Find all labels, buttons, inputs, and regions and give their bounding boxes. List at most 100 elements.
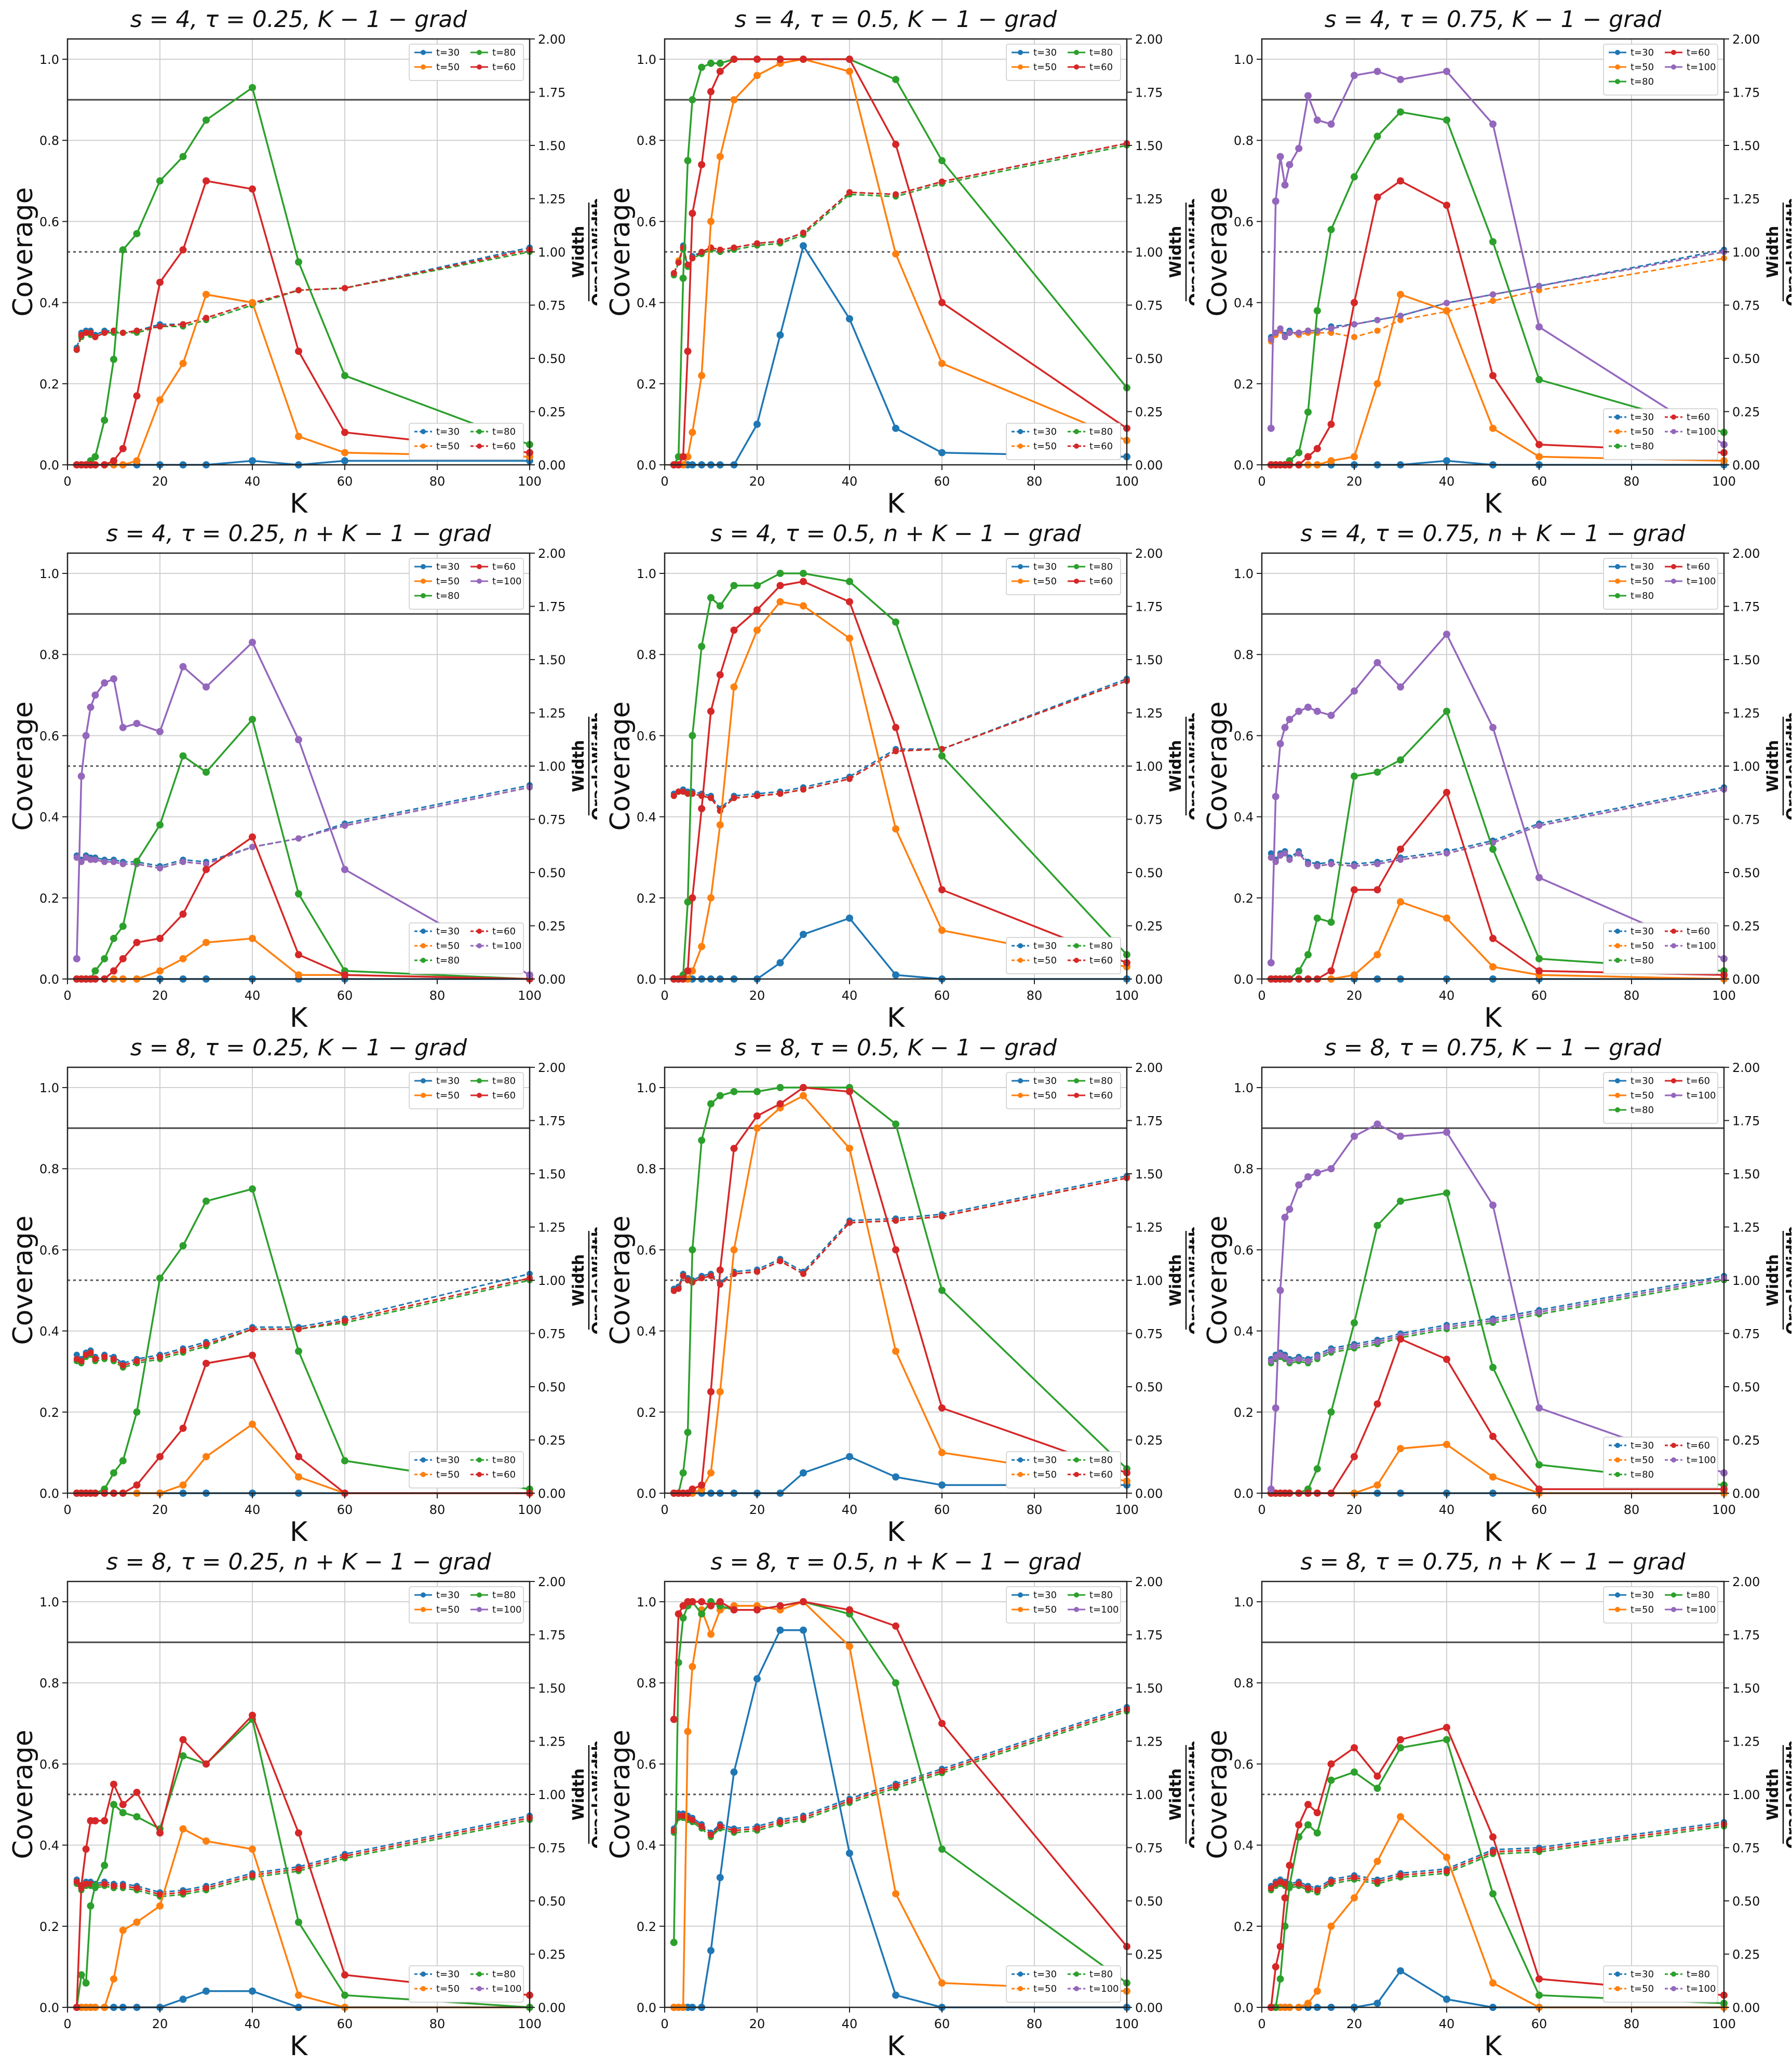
coverage-point — [133, 1481, 141, 1489]
coverage-point — [119, 1926, 127, 1934]
legend-label: t=30 — [1033, 941, 1057, 951]
y-tick-label: 0.4 — [637, 1839, 656, 1853]
width-point — [180, 1347, 186, 1354]
width-point — [1351, 334, 1357, 340]
coverage-point — [203, 291, 210, 298]
x-axis-label: K — [1484, 1002, 1503, 1028]
coverage-point — [179, 1752, 187, 1760]
coverage-point — [1443, 68, 1450, 75]
coverage-point — [1397, 177, 1404, 185]
coverage-point — [1272, 793, 1279, 800]
legend-label: t=60 — [1687, 47, 1710, 58]
x-tick-label: 0 — [1258, 2017, 1265, 2031]
coverage-point — [1351, 971, 1358, 979]
coverage-point — [730, 1088, 738, 1095]
legend-label: t=100 — [492, 941, 522, 951]
y-tick-label: 0.6 — [39, 1243, 59, 1257]
coverage-point — [892, 971, 899, 979]
coverage-point — [1397, 1335, 1404, 1343]
y-right-axis-label: Width OracleWidth — [1764, 197, 1791, 306]
coverage-point — [776, 598, 784, 606]
coverage-point — [1489, 963, 1497, 971]
coverage-point — [1535, 376, 1543, 383]
coverage-point — [679, 453, 687, 461]
width-series-t=80 — [1270, 1826, 1724, 1894]
y-right-tick-label: 1.25 — [1732, 1221, 1760, 1235]
y-tick-label: 0.6 — [637, 214, 656, 229]
coverage-point — [203, 1197, 210, 1205]
x-tick-label: 20 — [152, 1503, 168, 1517]
y-right-tick-label: 1.75 — [538, 600, 565, 614]
x-tick-label: 80 — [1624, 1503, 1640, 1517]
width-point — [1490, 1317, 1496, 1324]
chart-title: s = 4, τ = 0.5, K − 1 − grad — [735, 6, 1058, 33]
x-tick-label: 80 — [1027, 474, 1043, 489]
coverage-point — [800, 570, 807, 578]
width-point — [680, 1272, 686, 1279]
legend-coverage: t=30 t=80 t=50 t=60 — [409, 44, 524, 81]
y-right-axis-label: Width OracleWidth — [570, 1226, 597, 1335]
coverage-point — [776, 1084, 784, 1092]
y-tick-label: 1.0 — [637, 1595, 656, 1610]
coverage-point — [1304, 408, 1312, 416]
width-point — [1351, 321, 1357, 328]
y-right-denominator: OracleWidth — [1784, 1226, 1791, 1335]
coverage-point — [1304, 1173, 1312, 1181]
width-point — [1305, 1358, 1311, 1364]
coverage-point — [1295, 967, 1303, 975]
y-right-tick-label: 1.00 — [1732, 1273, 1760, 1288]
width-series-t=100 — [76, 786, 530, 869]
y-right-tick-label: 1.75 — [1135, 86, 1163, 100]
y-right-tick-label: 1.50 — [1732, 1681, 1760, 1696]
coverage-point — [776, 56, 784, 63]
coverage-point — [1443, 788, 1450, 796]
coverage-point — [846, 1088, 853, 1095]
legend-marker — [1615, 414, 1620, 420]
coverage-point — [1276, 1286, 1284, 1294]
coverage-point — [179, 246, 187, 254]
y-right-tick-label: 1.00 — [538, 759, 565, 774]
y-right-tick-label: 2.00 — [1135, 1575, 1163, 1589]
coverage-point — [707, 1602, 715, 1610]
y-right-denominator: OracleWidth — [1187, 712, 1194, 821]
x-tick-label: 0 — [661, 2017, 668, 2031]
legend-label: t=30 — [436, 1969, 460, 1980]
legend-width: t=30 t=80 t=50 t=100 — [1603, 1965, 1718, 2003]
legend-marker — [421, 1457, 426, 1463]
y-right-tick-label: 2.00 — [538, 1061, 565, 1075]
width-point — [1397, 856, 1404, 863]
coverage-point — [698, 943, 706, 950]
coverage-point — [689, 1485, 696, 1493]
width-point — [1490, 1848, 1496, 1855]
coverage-point — [707, 218, 715, 225]
coverage-point — [1281, 1213, 1289, 1221]
legend-label: t=80 — [492, 47, 516, 58]
coverage-point — [179, 1736, 187, 1744]
coverage-point — [1489, 1833, 1497, 1841]
width-point — [893, 191, 899, 198]
legend-marker — [477, 1986, 482, 1991]
chart-title: s = 4, τ = 0.5, n + K − 1 − grad — [710, 520, 1081, 547]
coverage-point — [1397, 1197, 1404, 1205]
coverage-series-t=80 — [673, 1600, 1128, 1984]
width-point — [777, 1258, 784, 1265]
coverage-point — [295, 1919, 302, 1926]
legend-marker — [1074, 1972, 1079, 1977]
x-tick-label: 60 — [1531, 1503, 1547, 1517]
coverage-point — [689, 96, 696, 104]
width-series-t=80 — [76, 251, 530, 351]
legend-marker — [1671, 564, 1676, 569]
coverage-point — [716, 153, 724, 160]
coverage-point — [341, 866, 348, 874]
coverage-series-t=50 — [673, 58, 1127, 466]
coverage-point — [133, 1789, 141, 1796]
coverage-point — [91, 1882, 99, 1889]
legend-label: t=60 — [492, 441, 516, 452]
width-point — [203, 315, 209, 321]
legend-marker — [1018, 1592, 1023, 1598]
coverage-point — [179, 153, 187, 160]
legend-marker — [477, 1472, 482, 1477]
x-tick-label: 40 — [245, 2017, 261, 2031]
legend-label: t=30 — [1631, 1440, 1654, 1451]
